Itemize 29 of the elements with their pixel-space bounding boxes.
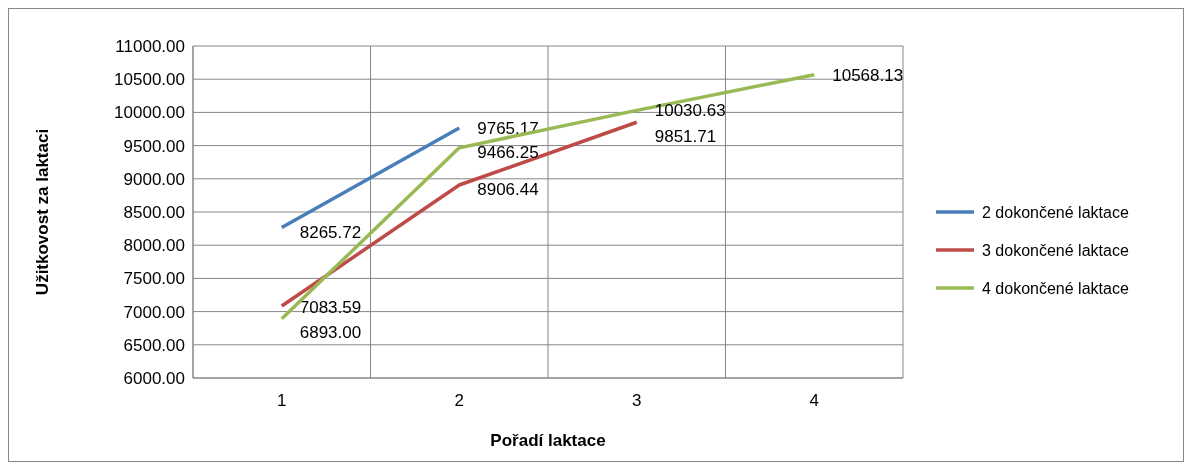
x-tick-label: 2 (454, 391, 464, 410)
y-tick-label: 8500.00 (123, 202, 185, 222)
data-label: 8906.44 (477, 179, 539, 199)
data-label: 10568.13 (832, 65, 904, 85)
y-tick-label: 8000.00 (123, 236, 185, 256)
x-tick-label: 1 (277, 391, 287, 410)
y-tick-label: 7500.00 (123, 269, 185, 289)
legend-label: 2 dokončené laktace (982, 203, 1129, 221)
y-axis-title: Užitkovost za laktaci (33, 128, 52, 296)
y-tick-label: 10500.00 (114, 70, 185, 90)
y-tick-label: 7000.00 (123, 302, 185, 322)
data-label: 9466.25 (477, 142, 539, 162)
y-tick-label: 6000.00 (123, 368, 185, 388)
y-tick-label: 10000.00 (114, 103, 185, 123)
data-label: 10030.63 (654, 101, 726, 121)
y-tick-label: 9000.00 (123, 169, 185, 189)
line-series (280, 72, 816, 321)
x-tick-label: 4 (809, 391, 819, 410)
legend-label: 3 dokončené laktace (982, 241, 1129, 259)
legend-label: 4 dokončené laktace (982, 279, 1129, 297)
y-tick-label: 9500.00 (123, 136, 185, 156)
data-label: 9851.71 (654, 127, 717, 147)
data-label: 6893.00 (299, 322, 362, 342)
x-axis-title: Pořadí laktace (490, 431, 606, 450)
x-tick-label: 3 (632, 391, 642, 410)
y-tick-label: 11000.00 (115, 36, 185, 56)
y-tick-label: 6500.00 (123, 335, 185, 355)
data-label: 8265.72 (299, 222, 362, 242)
data-label: 7083.59 (299, 298, 362, 317)
